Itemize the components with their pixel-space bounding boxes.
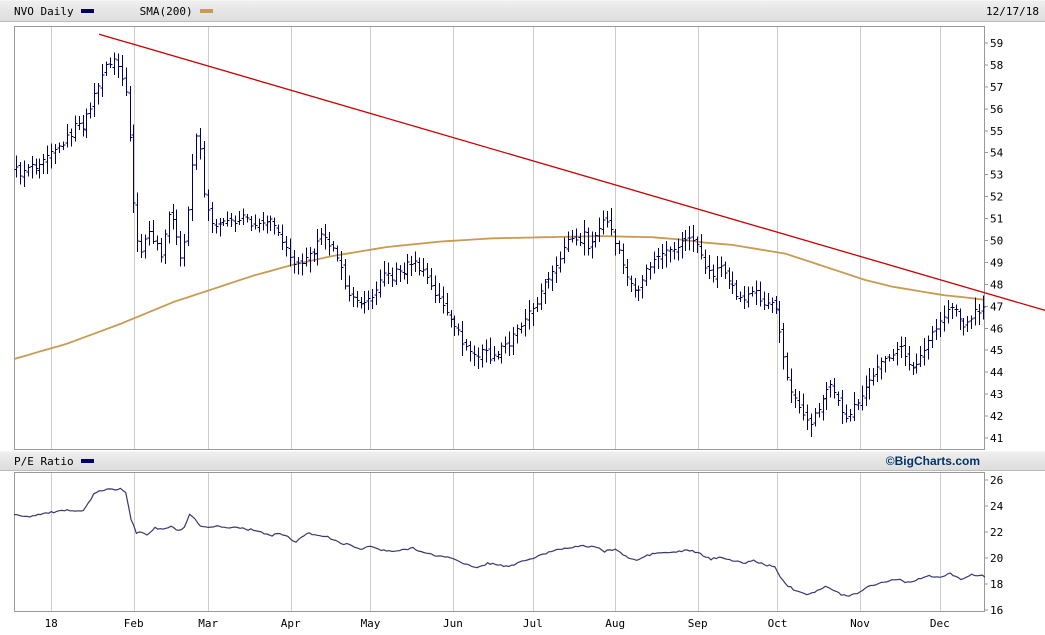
main-chart-header: NVO Daily SMA(200) 12/17/18 bbox=[0, 0, 1045, 22]
svg-text:Aug: Aug bbox=[605, 617, 625, 630]
svg-text:58: 58 bbox=[990, 59, 1003, 72]
svg-text:54: 54 bbox=[990, 147, 1004, 160]
svg-text:Oct: Oct bbox=[768, 617, 788, 630]
svg-text:Jun: Jun bbox=[443, 617, 463, 630]
svg-text:57: 57 bbox=[990, 81, 1003, 94]
svg-text:53: 53 bbox=[990, 169, 1003, 182]
svg-text:49: 49 bbox=[990, 256, 1003, 269]
svg-text:46: 46 bbox=[990, 322, 1003, 335]
svg-text:May: May bbox=[361, 617, 381, 630]
symbol-frequency-label: NVO Daily bbox=[14, 4, 74, 18]
svg-text:Apr: Apr bbox=[281, 617, 301, 630]
pe-ratio-chart: 26 24 22 20 18 16 18 Feb Mar Apr May Jun Jul Aug Sep Oc… bbox=[13, 472, 1004, 630]
svg-text:Feb: Feb bbox=[124, 617, 144, 630]
sma-legend: SMA(200) bbox=[140, 5, 213, 18]
pe-legend: P/E Ratio bbox=[14, 455, 94, 468]
svg-text:52: 52 bbox=[990, 191, 1003, 204]
svg-text:55: 55 bbox=[990, 125, 1003, 138]
svg-text:56: 56 bbox=[990, 103, 1003, 116]
svg-text:18: 18 bbox=[990, 578, 1003, 591]
svg-text:Dec: Dec bbox=[930, 617, 950, 630]
pe-panel-header: P/E Ratio ©BigCharts.com bbox=[0, 451, 1045, 471]
price-chart: 59 58 57 56 55 54 53 52 51 50 49 48 47 46 45 44 43 42 41 bbox=[13, 26, 1045, 450]
svg-text:50: 50 bbox=[990, 235, 1003, 248]
svg-text:16: 16 bbox=[990, 604, 1003, 617]
svg-text:22: 22 bbox=[990, 526, 1003, 539]
svg-text:51: 51 bbox=[990, 213, 1003, 226]
svg-text:45: 45 bbox=[990, 344, 1003, 357]
svg-text:Mar: Mar bbox=[198, 617, 218, 630]
price-legend-swatch-icon bbox=[80, 9, 94, 13]
svg-text:Jul: Jul bbox=[523, 617, 543, 630]
svg-text:42: 42 bbox=[990, 410, 1003, 423]
svg-text:59: 59 bbox=[990, 37, 1003, 50]
sma-legend-label: SMA(200) bbox=[139, 4, 193, 18]
svg-text:41: 41 bbox=[990, 432, 1003, 445]
svg-text:Sep: Sep bbox=[688, 617, 708, 630]
svg-text:43: 43 bbox=[990, 388, 1003, 401]
svg-text:48: 48 bbox=[990, 278, 1003, 291]
pe-legend-swatch-icon bbox=[80, 459, 94, 463]
svg-text:26: 26 bbox=[990, 474, 1003, 487]
svg-text:18: 18 bbox=[45, 617, 58, 630]
sma-legend-swatch-icon bbox=[199, 9, 213, 13]
pe-ratio-label: P/E Ratio bbox=[14, 454, 74, 468]
svg-text:44: 44 bbox=[990, 366, 1004, 379]
as-of-date: 12/17/18 bbox=[986, 4, 1039, 18]
svg-text:47: 47 bbox=[990, 300, 1003, 313]
svg-text:24: 24 bbox=[990, 500, 1004, 513]
svg-text:Nov: Nov bbox=[850, 617, 870, 630]
svg-text:20: 20 bbox=[990, 552, 1003, 565]
bigcharts-logo: ©BigCharts.com bbox=[885, 454, 980, 468]
